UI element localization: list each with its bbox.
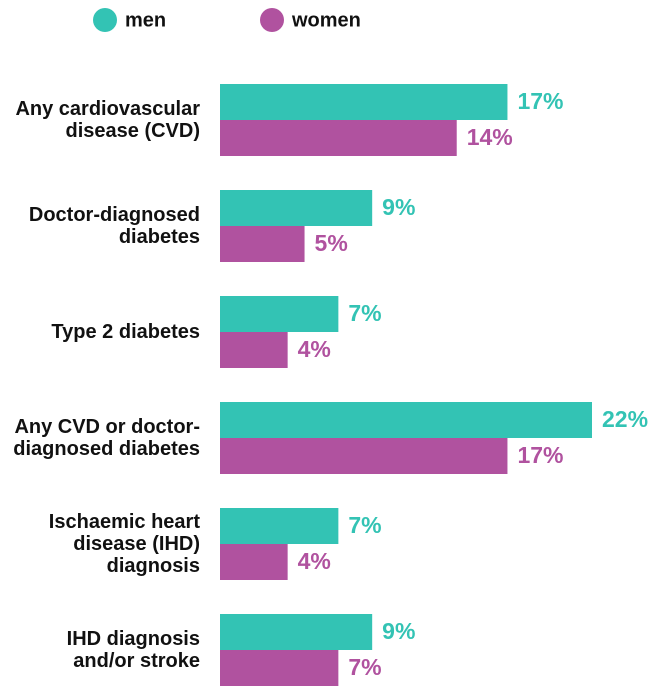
category-label: Ischaemic heart disease (IHD) diagnosis <box>48 511 200 577</box>
bar <box>220 508 339 544</box>
value-label: 9% <box>382 618 415 644</box>
bar <box>220 190 373 226</box>
bar <box>220 120 457 156</box>
bar <box>220 650 339 686</box>
value-label: 17% <box>517 88 563 114</box>
bar <box>220 402 592 438</box>
legend-swatch <box>93 8 117 32</box>
value-label: 17% <box>517 442 563 468</box>
category-label: IHD diagnosis and/or stroke <box>66 628 200 672</box>
legend-swatch <box>260 8 284 32</box>
category-label: Doctor-diagnosed diabetes <box>28 204 200 248</box>
value-label: 9% <box>382 194 415 220</box>
bar <box>220 614 373 650</box>
bar <box>220 84 508 120</box>
value-label: 22% <box>602 406 648 432</box>
value-label: 14% <box>467 124 513 150</box>
value-label: 7% <box>348 512 381 538</box>
bar <box>220 226 305 262</box>
category-label: Any CVD or doctor-diagnosed diabetes <box>13 416 200 460</box>
category-label: Any cardiovascular disease (CVD) <box>15 98 200 142</box>
bar <box>220 544 288 580</box>
value-label: 7% <box>348 300 381 326</box>
bar <box>220 332 288 368</box>
bar <box>220 296 339 332</box>
value-label: 5% <box>315 230 348 256</box>
value-label: 4% <box>298 548 331 574</box>
legend-label: women <box>291 9 361 31</box>
value-label: 7% <box>348 654 381 680</box>
bar <box>220 438 508 474</box>
value-label: 4% <box>298 336 331 362</box>
legend-label: men <box>125 9 166 31</box>
category-label: Type 2 diabetes <box>51 321 200 343</box>
